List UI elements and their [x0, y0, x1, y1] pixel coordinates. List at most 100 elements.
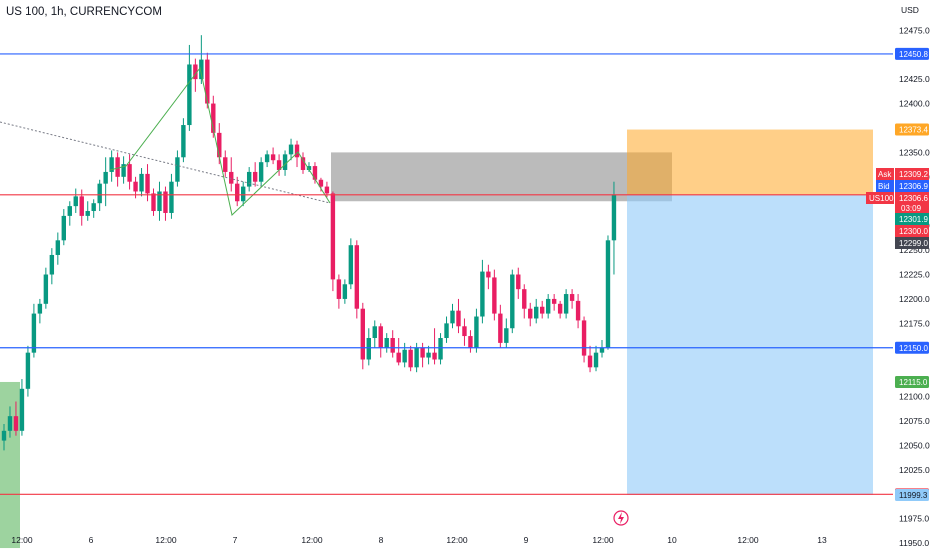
candle-body [294, 144, 300, 158]
price-tick-label: 11975.0 [899, 514, 929, 524]
candle-body [85, 211, 90, 216]
level-12301: 12301.9 [899, 215, 928, 224]
position-target-zone[interactable] [627, 129, 873, 195]
price-tick-label: 12425.0 [899, 74, 930, 84]
candle-body [19, 388, 25, 431]
candle-body [426, 352, 431, 358]
candle-body [25, 352, 31, 389]
candle-body [133, 181, 138, 192]
candle-body [462, 326, 467, 337]
bid-price-label: Bid [878, 182, 890, 191]
candle-body [312, 166, 318, 180]
candle-body [169, 181, 174, 213]
candle-body [498, 313, 503, 343]
candles-layer [0, 35, 617, 451]
candle-body [61, 215, 66, 241]
candle-body [534, 306, 539, 319]
candle-body [223, 157, 228, 172]
candle-body [605, 240, 611, 348]
level-12301-bg [895, 213, 929, 225]
price-badge-12150-bg [895, 341, 929, 354]
candle-body [121, 164, 126, 177]
candle-body [468, 336, 473, 348]
candle-body [569, 294, 575, 301]
ask-price-bg [895, 168, 929, 180]
price-badge-12450: 12450.8 [899, 50, 928, 59]
candle-body [384, 338, 389, 348]
price-tick-label: 12350.0 [899, 147, 930, 157]
candle-body [270, 154, 276, 161]
time-tick-label: 12:00 [301, 535, 323, 545]
candle-body [587, 355, 593, 368]
price-axis: USD12475.012425.012400.012350.012325.012… [893, 0, 932, 550]
time-tick-label: 7 [233, 535, 238, 545]
candle-body [127, 164, 132, 182]
candle-body [7, 416, 13, 431]
price-badge-green-bg [895, 375, 929, 388]
candle-body [486, 271, 491, 278]
time-tick-label: 12:00 [11, 535, 33, 545]
price-tick-label: 12475.0 [899, 25, 930, 35]
price-tick-label: 12075.0 [899, 416, 930, 426]
time-tick-label: 12:00 [737, 535, 759, 545]
candle-body [175, 157, 180, 182]
dotted-trend-line[interactable] [0, 121, 331, 204]
candle-body [229, 171, 234, 184]
ask-price: 12309.2 [899, 170, 928, 179]
candle-body [342, 284, 348, 299]
candle-body [557, 303, 563, 314]
candle-body [330, 193, 336, 280]
candle-body [378, 326, 383, 348]
candle-body [276, 160, 282, 170]
candle-body [396, 352, 401, 363]
candle-body [235, 183, 240, 202]
candle-body [37, 303, 43, 314]
candle-body [264, 154, 270, 163]
currency-label: USD [901, 5, 919, 15]
candle-body [246, 171, 252, 187]
price-badge-12150: 12150.0 [899, 344, 928, 353]
candle-body [450, 310, 455, 324]
candle-body [43, 274, 49, 304]
candle-body [31, 313, 37, 353]
candle-body [366, 338, 371, 360]
candle-body [217, 132, 222, 158]
candle-body [258, 162, 264, 182]
last-price: 12306.6 [899, 194, 928, 203]
level-12300-bg [895, 225, 929, 237]
candle-body [545, 298, 551, 314]
drawing-zones [0, 129, 873, 549]
pattern-polyline[interactable] [109, 66, 331, 216]
position-stop-zone[interactable] [627, 194, 873, 496]
candle-body [79, 196, 84, 216]
candle-body [324, 186, 330, 194]
candle-body [187, 64, 192, 126]
candle-body [551, 298, 557, 304]
candle-body [1, 430, 7, 441]
level-12299-bg [895, 237, 929, 249]
candle-body [252, 171, 258, 182]
candle-body [408, 349, 413, 368]
candle-body [528, 308, 533, 319]
candle-body [73, 196, 78, 207]
price-badge-12450-bg [895, 47, 929, 60]
ask-price-label: Ask [878, 170, 892, 179]
candle-body [306, 166, 312, 170]
rectangle-zone[interactable] [331, 152, 672, 202]
symbol-badge: US100 [869, 194, 894, 203]
chart-title: US 100, 1h, CURRENCYCOM [6, 6, 162, 18]
time-axis: 12:00 6 12:00 7 12:00 8 12:00 9 12:00 10 12:00 13 [11, 510, 827, 545]
price-tick-label: 12225.0 [899, 270, 930, 280]
time-tick-label: 12:00 [155, 535, 177, 545]
candle-body [199, 59, 204, 80]
candle-body [139, 173, 144, 192]
candle-body [504, 328, 509, 343]
candle-body [593, 352, 599, 368]
time-tick-label: 10 [667, 535, 677, 545]
candle-body [241, 186, 246, 202]
candle-body [456, 310, 461, 327]
candle-body [181, 125, 186, 158]
lightning-bolt [618, 512, 624, 524]
candle-body [575, 300, 581, 321]
